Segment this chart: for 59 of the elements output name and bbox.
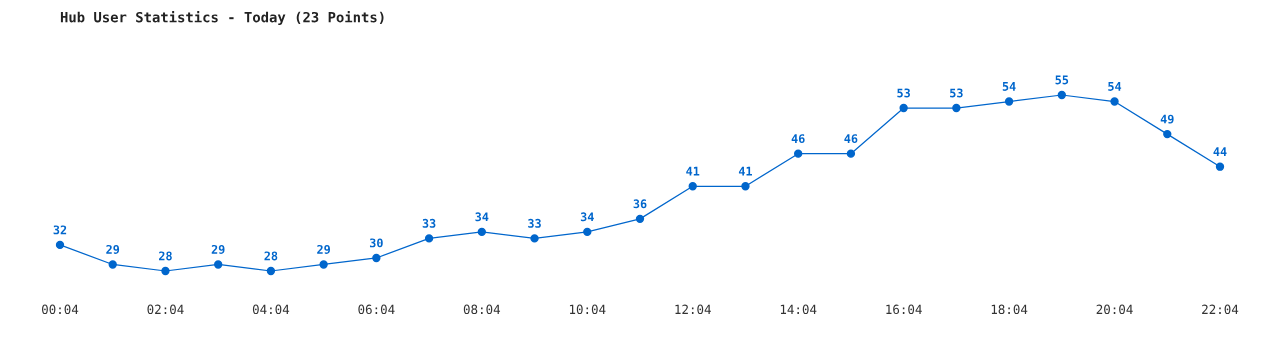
x-tick-label: 22:04: [1202, 304, 1239, 315]
point: [424, 234, 434, 243]
data-label: 36: [633, 199, 647, 209]
data-label: 44: [1213, 147, 1227, 156]
data-label: 28: [264, 251, 278, 261]
data-label: 46: [844, 134, 858, 144]
point: [1004, 97, 1014, 106]
data-label: 32: [53, 225, 67, 235]
point: [266, 266, 276, 276]
point: [530, 234, 539, 243]
point: [1110, 97, 1119, 106]
data-label: 33: [528, 218, 541, 228]
x-tick-label: 14:04: [780, 304, 817, 315]
x-tick-label: 10:04: [569, 304, 606, 315]
chart-title: Hub User Statistics - Today (23 Points): [60, 10, 384, 26]
point: [372, 253, 381, 263]
point: [583, 227, 592, 237]
data-label: 30: [369, 238, 383, 248]
data-label: 34: [475, 212, 489, 222]
point: [55, 240, 65, 250]
data-label: 33: [422, 218, 436, 228]
point: [108, 260, 117, 269]
point: [741, 182, 750, 191]
data-label: 46: [791, 134, 805, 144]
point: [794, 149, 803, 158]
point: [319, 260, 328, 269]
point: [635, 214, 645, 224]
data-label: 54: [1002, 82, 1016, 91]
data-label: 53: [950, 88, 963, 98]
x-tick-label: 08:04: [463, 304, 501, 315]
x-tick-label: 20:04: [1096, 304, 1133, 315]
point: [846, 149, 856, 158]
x-tick-label: 02:04: [147, 304, 184, 315]
point: [688, 182, 697, 191]
point: [1163, 129, 1172, 139]
point: [952, 103, 961, 113]
data-label: 29: [106, 244, 120, 254]
point: [161, 266, 170, 276]
data-label: 41: [738, 166, 752, 176]
data-label: 49: [1160, 114, 1174, 124]
x-tick-label: 12:04: [675, 304, 711, 315]
x-tick-label: 04:04: [252, 304, 290, 315]
data-label: 28: [159, 251, 172, 261]
point: [214, 260, 223, 269]
data-label: 29: [211, 244, 225, 254]
x-tick-label: 06:04: [358, 304, 395, 315]
x-tick-label: 00:04: [42, 304, 79, 315]
data-label: 54: [1108, 82, 1122, 91]
point: [477, 227, 486, 237]
point: [899, 103, 908, 113]
data-label: 29: [317, 244, 330, 254]
point: [1215, 162, 1225, 171]
data-label: 34: [580, 212, 594, 222]
data-label: 55: [1055, 75, 1069, 85]
point: [1057, 90, 1066, 100]
data-label: 53: [897, 88, 910, 98]
data-label: 41: [686, 166, 700, 176]
x-tick-label: 18:04: [991, 304, 1028, 315]
x-tick-label: 16:04: [886, 304, 922, 315]
